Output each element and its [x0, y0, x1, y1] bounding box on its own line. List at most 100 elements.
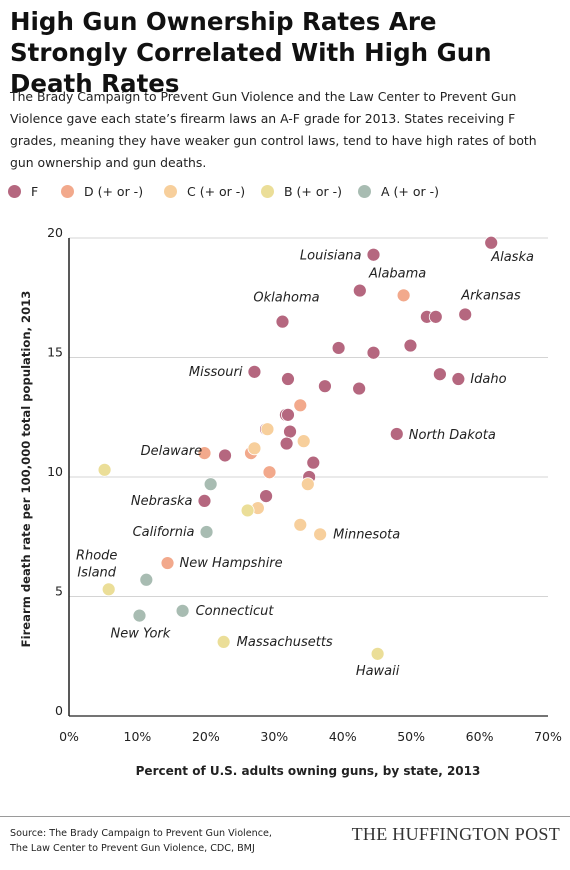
data-point	[293, 398, 308, 413]
footer-divider	[0, 816, 570, 817]
y-tick-label: 20	[47, 225, 63, 240]
data-point	[283, 424, 297, 439]
legend-item-f: F	[8, 184, 38, 199]
data-point	[203, 477, 218, 492]
source-note: Source: The Brady Campaign to Prevent Gu…	[10, 826, 310, 856]
data-point	[247, 441, 262, 456]
point-label-rhode-island: Island	[77, 565, 116, 580]
data-point	[484, 235, 499, 250]
data-point	[281, 407, 295, 422]
point-label-louisiana: Louisiana	[300, 249, 362, 264]
point-label-minnesota: Minnesota	[333, 527, 400, 542]
legend-label-b: B (+ or -)	[284, 184, 343, 199]
x-tick-label: 50%	[397, 729, 425, 744]
point-label-delaware: Delaware	[141, 444, 203, 459]
y-tick-label: 10	[47, 464, 63, 479]
data-point	[396, 288, 411, 303]
x-axis-title: Percent of U.S. adults owning guns, by s…	[136, 764, 481, 778]
point-label-arkansas: Arkansas	[460, 288, 521, 303]
data-point	[262, 465, 277, 480]
source-line-2: The Law Center to Prevent Gun Violence, …	[10, 843, 255, 854]
point-label-rhode-island: Rhode	[76, 548, 117, 563]
data-point	[313, 527, 328, 542]
data-point	[366, 247, 381, 262]
x-tick-label: 10%	[124, 729, 152, 744]
point-label-california: California	[133, 525, 195, 540]
data-point	[458, 307, 473, 322]
point-label-hawaii: Hawaii	[356, 664, 400, 679]
data-point	[259, 489, 273, 504]
data-point	[197, 446, 212, 461]
y-tick-label: 0	[55, 703, 63, 718]
legend-swatch-d	[61, 185, 74, 198]
data-point	[97, 462, 112, 477]
legend-item-a: A (+ or -)	[358, 184, 439, 199]
point-label-connecticut: Connecticut	[196, 604, 275, 619]
data-point	[403, 338, 418, 353]
point-label-oklahoma: Oklahoma	[253, 291, 319, 306]
y-axis-title: Firearm death rate per 100,000 total pop…	[19, 291, 33, 648]
data-point	[389, 427, 404, 441]
data-point	[160, 556, 175, 570]
data-point	[260, 422, 275, 437]
point-label-alabama: Alabama	[368, 266, 426, 281]
data-point	[370, 646, 385, 661]
legend-swatch-a	[358, 185, 371, 198]
point-label-new-hampshire: New Hampshire	[180, 556, 283, 571]
legend-swatch-c	[164, 185, 177, 198]
chart-subtitle: The Brady Campaign to Prevent Gun Violen…	[10, 89, 537, 170]
data-point	[451, 372, 466, 386]
point-label-alaska: Alaska	[490, 250, 534, 265]
data-point	[432, 367, 447, 382]
data-point	[139, 572, 154, 587]
data-point	[101, 582, 116, 597]
chart-title: High Gun Ownership Rates Are Strongly Co…	[10, 7, 492, 98]
data-point	[306, 455, 321, 470]
data-point	[218, 448, 232, 463]
data-point	[240, 503, 255, 518]
x-tick-label: 40%	[329, 729, 357, 744]
data-point	[199, 525, 214, 539]
x-tick-label: 0%	[59, 729, 79, 744]
legend-item-c: C (+ or -)	[164, 184, 245, 199]
data-point	[197, 493, 212, 508]
data-point	[366, 345, 381, 360]
data-point	[279, 436, 294, 451]
y-tick-label: 5	[55, 584, 63, 599]
source-line-1: Source: The Brady Campaign to Prevent Gu…	[10, 828, 272, 839]
data-point	[132, 608, 147, 623]
x-tick-label: 20%	[192, 729, 220, 744]
brand-logo: THE HUFFINGTON POST	[351, 824, 560, 844]
legend-item-b: B (+ or -)	[261, 184, 342, 199]
point-label-idaho: Idaho	[470, 372, 506, 387]
y-tick-label: 15	[47, 345, 63, 360]
data-point	[281, 372, 295, 386]
legend-label-a: A (+ or -)	[381, 184, 439, 199]
data-point	[352, 283, 367, 298]
legend-label-d: D (+ or -)	[84, 184, 144, 199]
data-point	[428, 309, 443, 324]
data-point	[300, 477, 315, 492]
legend-label-c: C (+ or -)	[187, 184, 246, 199]
data-point	[331, 341, 346, 355]
legend-swatch-b	[261, 185, 274, 198]
data-point	[318, 379, 332, 394]
data-point	[275, 314, 290, 329]
legend-swatch-f	[8, 185, 21, 198]
x-tick-label: 60%	[466, 729, 494, 744]
point-label-new-york: New York	[110, 627, 170, 642]
legend-item-d: D (+ or -)	[61, 184, 143, 199]
data-point	[296, 434, 311, 449]
data-point	[175, 603, 190, 618]
legend-label-f: F	[31, 184, 39, 199]
point-label-missouri: Missouri	[189, 365, 243, 380]
data-point	[352, 381, 367, 396]
point-label-north-dakota: North Dakota	[409, 428, 496, 443]
x-tick-label: 70%	[534, 729, 562, 744]
point-label-nebraska: Nebraska	[131, 494, 193, 509]
data-point	[216, 635, 231, 649]
data-point	[247, 364, 262, 379]
x-tick-label: 30%	[260, 729, 288, 744]
point-label-massachusetts: Massachusetts	[237, 635, 333, 650]
